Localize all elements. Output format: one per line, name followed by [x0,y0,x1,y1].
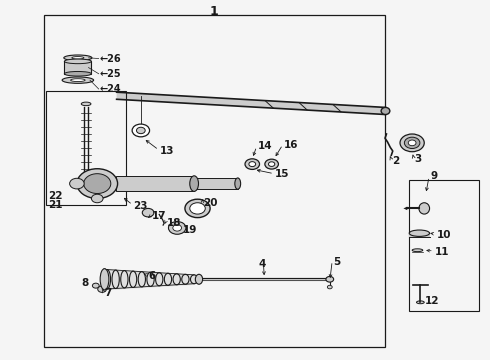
Text: 4: 4 [259,260,266,269]
Text: 20: 20 [203,198,218,208]
Circle shape [77,169,118,198]
Circle shape [98,286,106,292]
Polygon shape [117,92,386,114]
Circle shape [169,221,186,234]
Ellipse shape [100,269,109,290]
Ellipse shape [381,107,390,114]
Ellipse shape [235,178,241,189]
Text: 12: 12 [425,296,440,306]
Text: ←26: ←26 [99,54,122,63]
Circle shape [70,178,84,189]
Circle shape [408,140,416,146]
Circle shape [142,208,154,217]
Ellipse shape [71,79,85,82]
Ellipse shape [72,57,84,59]
Circle shape [137,127,145,134]
Bar [194,178,238,189]
Ellipse shape [419,203,430,214]
Ellipse shape [265,159,278,169]
Bar [116,176,194,192]
Text: 11: 11 [435,247,449,257]
Polygon shape [403,207,407,210]
Text: 16: 16 [284,140,298,150]
Ellipse shape [62,77,94,83]
Ellipse shape [269,162,275,166]
Ellipse shape [64,55,92,60]
Circle shape [84,174,111,194]
Bar [409,180,479,311]
Bar [64,61,92,74]
Text: 17: 17 [152,211,167,221]
Circle shape [173,225,181,231]
Ellipse shape [64,72,92,76]
Bar [47,91,126,205]
Ellipse shape [245,159,260,170]
Text: 8: 8 [82,278,89,288]
Text: 18: 18 [167,217,181,228]
Text: 21: 21 [48,200,62,210]
Text: ←25: ←25 [99,69,122,79]
Ellipse shape [190,176,198,192]
Circle shape [404,137,420,149]
Text: 5: 5 [333,257,341,266]
Text: 1: 1 [209,5,218,18]
Text: 2: 2 [392,156,399,166]
Text: ←24: ←24 [99,84,122,94]
Ellipse shape [416,301,424,304]
Text: 3: 3 [415,154,422,164]
Ellipse shape [249,162,256,167]
Ellipse shape [81,102,91,105]
Bar [409,233,430,238]
Circle shape [185,199,210,218]
Circle shape [93,283,99,288]
Text: 14: 14 [258,141,272,151]
Ellipse shape [409,230,430,237]
Text: 15: 15 [275,170,290,179]
Circle shape [132,124,149,137]
Circle shape [92,194,103,203]
Text: 10: 10 [437,230,451,240]
Bar [80,175,92,180]
Text: 7: 7 [104,288,112,298]
Bar [44,15,386,347]
Ellipse shape [412,249,423,252]
Text: 9: 9 [430,171,437,181]
Ellipse shape [64,59,92,64]
Circle shape [190,203,205,214]
Circle shape [327,285,332,289]
Circle shape [400,134,424,152]
Ellipse shape [196,274,202,284]
Text: 19: 19 [183,225,197,235]
Text: 23: 23 [134,201,148,211]
Text: 6: 6 [148,271,155,281]
Ellipse shape [326,276,334,282]
Text: 13: 13 [160,146,174,156]
Text: 22: 22 [48,191,62,201]
